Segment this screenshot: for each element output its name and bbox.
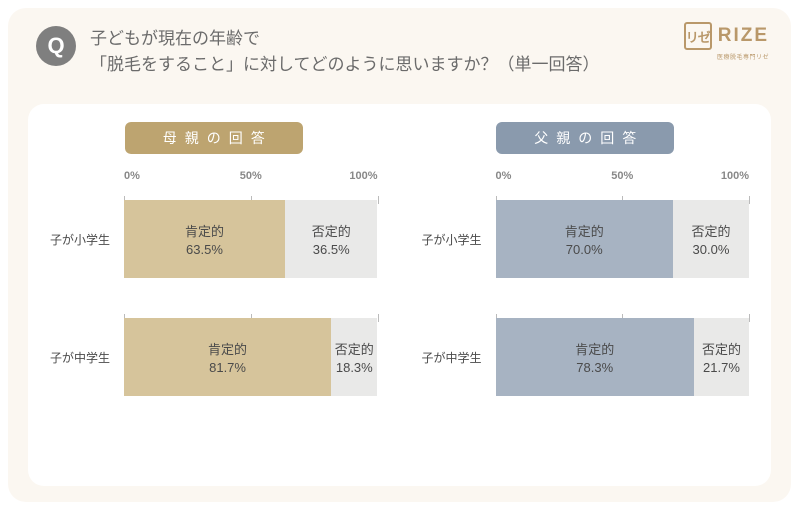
question-text: 子どもが現在の年齢で 「脱毛をすること」に対してどのように思いますか？（単一回答…: [90, 26, 600, 79]
panel-father: 父親の回答0%50%100%子が小学生肯定的70.0%否定的30.0%子が中学生…: [400, 104, 772, 486]
bar-track: 肯定的 70.0% 否定的 30.0%: [496, 200, 750, 278]
segment-label: 否定的: [312, 221, 351, 240]
axis-tick: 0%: [496, 170, 512, 182]
segment-value: 78.3%: [576, 360, 613, 375]
segment-label: 肯定的: [208, 339, 247, 358]
row-category-label: 子が中学生: [50, 349, 124, 366]
segment-label: 肯定的: [185, 221, 224, 240]
segment-value: 21.7%: [703, 360, 740, 375]
grid-tick: [749, 196, 750, 204]
axis-tick: 100%: [721, 170, 749, 182]
brand-logo: リゼ RIZE 医療脱毛専門リゼ: [684, 22, 769, 50]
axis-tick: 50%: [611, 170, 633, 182]
bar-row: 子が小学生 肯定的 63.5% 否定的 36.5%: [50, 200, 378, 278]
segment-label: 否定的: [335, 339, 374, 358]
bar-row: 子が小学生 肯定的 70.0% 否定的 30.0%: [422, 200, 750, 278]
panel-header: 母親の回答: [125, 122, 303, 154]
bar-segment-positive: 肯定的 70.0%: [496, 200, 673, 278]
axis-tick: 100%: [349, 170, 377, 182]
segment-label: 肯定的: [565, 221, 604, 240]
axis-tick: 0%: [124, 170, 140, 182]
grid-tick: [378, 314, 379, 322]
row-category-label: 子が小学生: [50, 231, 124, 248]
segment-value: 70.0%: [566, 242, 603, 257]
logo-text: RIZE: [718, 25, 769, 47]
segment-label: 肯定的: [575, 339, 614, 358]
panel-mother: 母親の回答0%50%100%子が小学生肯定的63.5%否定的36.5%子が中学生…: [28, 104, 400, 486]
panel-header: 父親の回答: [496, 122, 674, 154]
logo-mark-icon: リゼ: [684, 22, 712, 50]
question-block: Q 子どもが現在の年齢で 「脱毛をすること」に対してどのように思いますか？（単一…: [36, 26, 681, 79]
question-line2: 「脱毛をすること」に対してどのように思いますか？（単一回答）: [90, 55, 600, 74]
logo-subtext: 医療脱毛専門リゼ: [717, 52, 769, 61]
bar-segment-negative: 否定的 18.3%: [331, 318, 377, 396]
outer-card: Q 子どもが現在の年齢で 「脱毛をすること」に対してどのように思いますか？（単一…: [8, 8, 791, 502]
grid-tick: [749, 314, 750, 322]
bar-track: 肯定的 63.5% 否定的 36.5%: [124, 200, 378, 278]
bar-segment-negative: 否定的 30.0%: [673, 200, 749, 278]
row-category-label: 子が小学生: [422, 231, 496, 248]
bar-row: 子が中学生 肯定的 78.3% 否定的 21.7%: [422, 318, 750, 396]
chart-card: 母親の回答0%50%100%子が小学生肯定的63.5%否定的36.5%子が中学生…: [28, 104, 771, 486]
bar-row: 子が中学生 肯定的 81.7% 否定的 18.3%: [50, 318, 378, 396]
question-line1: 子どもが現在の年齢で: [90, 29, 260, 48]
bar-segment-negative: 否定的 21.7%: [694, 318, 749, 396]
segment-value: 36.5%: [313, 242, 350, 257]
segment-label: 否定的: [702, 339, 741, 358]
bar-segment-positive: 肯定的 63.5%: [124, 200, 285, 278]
question-badge: Q: [36, 26, 76, 66]
bar-track: 肯定的 81.7% 否定的 18.3%: [124, 318, 378, 396]
grid-tick: [378, 196, 379, 204]
segment-label: 否定的: [691, 221, 730, 240]
axis-tick: 50%: [240, 170, 262, 182]
axis: 0% 50% 100%: [496, 170, 750, 186]
bar-segment-positive: 肯定的 81.7%: [124, 318, 331, 396]
segment-value: 81.7%: [209, 360, 246, 375]
bar-segment-positive: 肯定的 78.3%: [496, 318, 694, 396]
segment-value: 30.0%: [693, 242, 730, 257]
axis: 0% 50% 100%: [124, 170, 378, 186]
row-category-label: 子が中学生: [422, 349, 496, 366]
bar-track: 肯定的 78.3% 否定的 21.7%: [496, 318, 750, 396]
segment-value: 18.3%: [336, 360, 373, 375]
segment-value: 63.5%: [186, 242, 223, 257]
bar-segment-negative: 否定的 36.5%: [285, 200, 378, 278]
